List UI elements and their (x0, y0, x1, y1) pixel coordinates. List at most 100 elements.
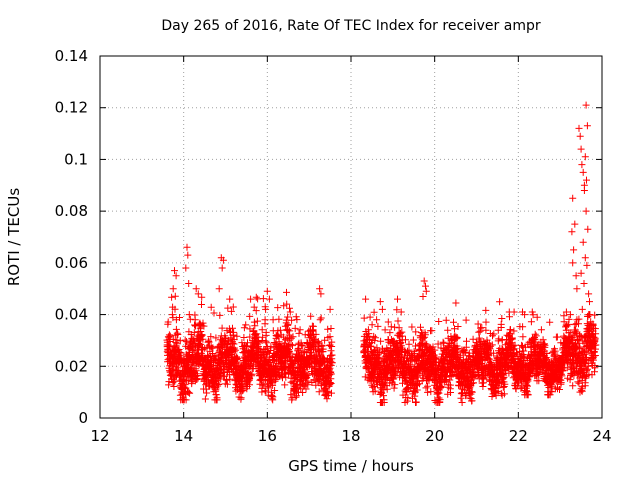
data-point (428, 327, 436, 335)
data-point (580, 280, 588, 287)
data-point (568, 228, 576, 236)
data-point (231, 346, 239, 354)
data-point (265, 384, 273, 392)
data-point (582, 207, 590, 215)
data-point (447, 389, 454, 396)
data-point (569, 382, 577, 390)
data-point (374, 322, 382, 330)
data-point (259, 295, 267, 303)
data-point (546, 318, 554, 326)
data-point (578, 305, 586, 313)
data-point (203, 389, 211, 397)
data-point (197, 332, 205, 340)
data-point (384, 318, 392, 326)
data-point (309, 322, 317, 330)
data-point (174, 331, 182, 338)
data-point (381, 348, 388, 356)
data-point (315, 388, 323, 396)
data-point (379, 380, 387, 388)
data-point (250, 327, 258, 335)
data-point (420, 277, 428, 285)
data-point (474, 320, 482, 328)
data-point (316, 316, 324, 324)
data-point (446, 381, 454, 389)
data-point (268, 392, 276, 400)
data-point (201, 395, 209, 403)
y-tick-label: 0.08 (55, 202, 88, 220)
data-point (326, 341, 334, 349)
data-point (259, 381, 267, 389)
data-point (316, 285, 324, 293)
data-point (239, 386, 247, 394)
data-point (580, 187, 588, 194)
data-point (176, 314, 183, 321)
y-tick-label: 0.06 (55, 254, 88, 272)
data-point (224, 304, 232, 312)
data-point (573, 285, 581, 293)
data-point (424, 388, 432, 396)
data-point (386, 329, 394, 337)
data-point (397, 329, 404, 337)
data-point (284, 320, 292, 328)
data-point (496, 298, 504, 306)
data-point (229, 324, 236, 332)
data-point (421, 331, 429, 339)
data-point (289, 342, 296, 350)
data-point (212, 334, 220, 342)
data-point (435, 318, 443, 325)
data-point (591, 311, 599, 319)
data-point (288, 394, 296, 402)
x-tick-label: 24 (592, 427, 611, 445)
data-point (390, 384, 398, 392)
data-point (579, 238, 587, 246)
data-point (365, 330, 373, 338)
chart-title: Day 265 of 2016, Rate Of TEC Index for r… (161, 18, 540, 34)
data-point (393, 306, 401, 314)
data-point (291, 324, 299, 332)
data-point (463, 337, 470, 345)
data-point (169, 285, 177, 293)
grid-lines (100, 56, 602, 418)
data-point (207, 333, 215, 341)
data-point (499, 383, 507, 391)
data-point (377, 337, 385, 345)
data-point (288, 316, 296, 324)
data-point (327, 380, 335, 387)
data-point (482, 306, 490, 314)
data-point (299, 389, 307, 396)
data-point (391, 381, 399, 389)
data-point (275, 315, 283, 323)
data-point (367, 342, 375, 350)
data-point (324, 388, 332, 396)
y-tick-label: 0.02 (55, 357, 88, 375)
data-point (422, 384, 430, 392)
data-point (246, 312, 254, 320)
data-point (173, 336, 181, 344)
data-point (586, 298, 593, 306)
data-point (452, 299, 460, 307)
data-point (284, 313, 292, 321)
data-point (182, 396, 190, 404)
data-point (171, 292, 179, 300)
data-point (462, 316, 470, 324)
data-point (383, 385, 391, 393)
data-point (199, 319, 207, 327)
data-point (233, 332, 241, 340)
data-point (490, 330, 498, 338)
data-point (431, 346, 439, 354)
data-point (439, 338, 447, 346)
data-point (450, 318, 457, 326)
data-point (246, 333, 254, 341)
data-point (223, 380, 231, 388)
data-point (408, 323, 416, 331)
data-point (498, 315, 506, 322)
data-point (259, 333, 267, 341)
x-axis-label: GPS time / hours (288, 457, 414, 475)
data-point (427, 388, 435, 396)
data-point (581, 254, 589, 262)
data-point (404, 394, 412, 402)
data-point (205, 337, 212, 345)
data-point (366, 313, 374, 321)
data-point (569, 259, 577, 267)
